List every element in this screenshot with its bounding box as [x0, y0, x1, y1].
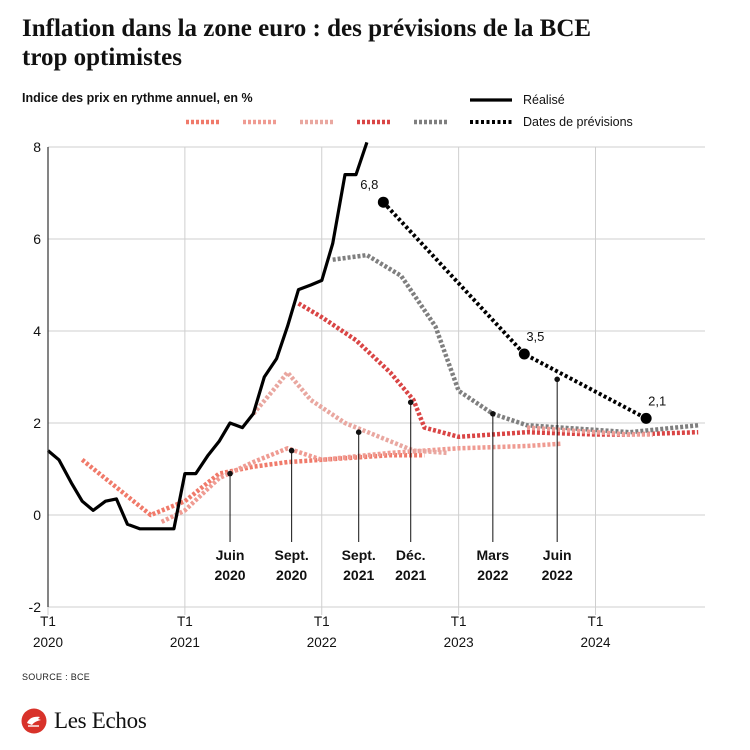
forecast-series-6 — [526, 425, 653, 437]
x-tick-label-year: 2024 — [580, 635, 611, 650]
source-note: SOURCE : BCE — [22, 672, 91, 682]
callout-label-year: 2020 — [276, 567, 307, 583]
legend-label-forecast-dates: Dates de prévisions — [523, 115, 633, 129]
callout-label-year: 2022 — [477, 567, 508, 583]
x-tick-label-year: 2020 — [33, 635, 63, 650]
chart-title-line-1: Inflation dans la zone euro : des prévis… — [22, 15, 592, 42]
y-tick-label: -2 — [29, 599, 42, 615]
callout-marker — [227, 470, 233, 477]
y-tick-label: 4 — [33, 323, 41, 339]
callout-label-year: 2022 — [542, 567, 573, 583]
x-tick-label-year: 2023 — [444, 635, 474, 650]
callout-label: Mars 2022 — [477, 547, 510, 583]
x-tick-label: T1 2021 — [170, 614, 200, 650]
brand-name: Les Echos — [54, 708, 147, 733]
chart-title: Inflation dans la zone euro : des prévis… — [22, 14, 732, 72]
x-tick-label-quarter: T1 — [40, 614, 56, 629]
callout-label-year: 2021 — [395, 567, 426, 583]
callout-label: Juin 2022 — [542, 547, 573, 583]
callout-label-month: Juin — [543, 547, 572, 563]
x-tick-label-quarter: T1 — [451, 614, 467, 629]
callout-label-year: 2020 — [214, 567, 245, 583]
callout-label-month: Déc. — [396, 547, 426, 563]
x-tick-label: T1 2022 — [307, 614, 337, 650]
forecast-date-value-label: 2,1 — [648, 393, 666, 408]
forecast-dates-series — [381, 200, 648, 421]
x-tick-label: T1 2020 — [33, 614, 63, 650]
y-tick-label: 8 — [33, 139, 41, 155]
forecast-date-value-label: 6,8 — [360, 177, 378, 192]
callout-label-month: Sept. — [342, 547, 376, 563]
callout-marker — [288, 447, 295, 454]
forecast-series-1 — [80, 452, 425, 518]
legend: Réalisé Dates de prévisions — [186, 93, 633, 129]
callout-marker — [490, 411, 496, 417]
x-tick-label: T1 2023 — [444, 614, 474, 650]
x-tick-label-quarter: T1 — [314, 614, 330, 629]
y-tick-label: 6 — [33, 231, 41, 247]
forecast-date-point — [377, 196, 389, 208]
forecast-date-point — [640, 412, 652, 424]
callout-label: Sept. 2020 — [275, 547, 309, 583]
x-tick-label-year: 2021 — [170, 635, 200, 650]
callout-marker — [355, 429, 362, 436]
callouts-layer: Juin 2020 Sept. 2020 Sept. 2021 Déc. 2021 Mars 20… — [214, 376, 573, 583]
forecast-series-4 — [297, 301, 699, 440]
grid — [47, 146, 705, 615]
y-tick-label: 2 — [33, 415, 41, 431]
forecast-date-point — [518, 348, 530, 360]
callout-label-month: Sept. — [275, 547, 309, 563]
y-axis-label: Indice des prix en rythme annuel, en % — [22, 91, 253, 105]
callout-marker — [554, 376, 560, 383]
x-tick-label-year: 2022 — [307, 635, 337, 650]
brand-logo[interactable]: Les Echos — [20, 706, 147, 736]
callout-label-year: 2021 — [343, 567, 374, 583]
x-tick-label-quarter: T1 — [588, 614, 604, 629]
logo-mark-icon — [21, 708, 47, 734]
x-tick-label-quarter: T1 — [177, 614, 193, 629]
forecast-series-3 — [251, 370, 448, 456]
callout-label: Sept. 2021 — [342, 547, 376, 583]
chart-title-line-2: trop optimistes — [22, 44, 182, 71]
legend-label-realized: Réalisé — [523, 93, 565, 107]
callout-label: Juin 2020 — [214, 547, 245, 583]
forecast-date-value-label: 3,5 — [526, 329, 544, 344]
callout-label-month: Mars — [477, 547, 510, 563]
axes-layer: -2 0 2 4 6 8 T1 2020 T1 2021 T1 2022 T1 2023 T1 2024 — [29, 139, 611, 650]
callout-marker — [407, 399, 414, 406]
callout-label: Déc. 2021 — [395, 547, 426, 583]
callout-label-month: Juin — [216, 547, 245, 563]
series-layer: 6,8 3,5 2,1 — [46, 141, 699, 531]
realized-series — [46, 141, 369, 531]
x-tick-label: T1 2024 — [580, 614, 611, 650]
y-tick-label: 0 — [33, 507, 41, 523]
